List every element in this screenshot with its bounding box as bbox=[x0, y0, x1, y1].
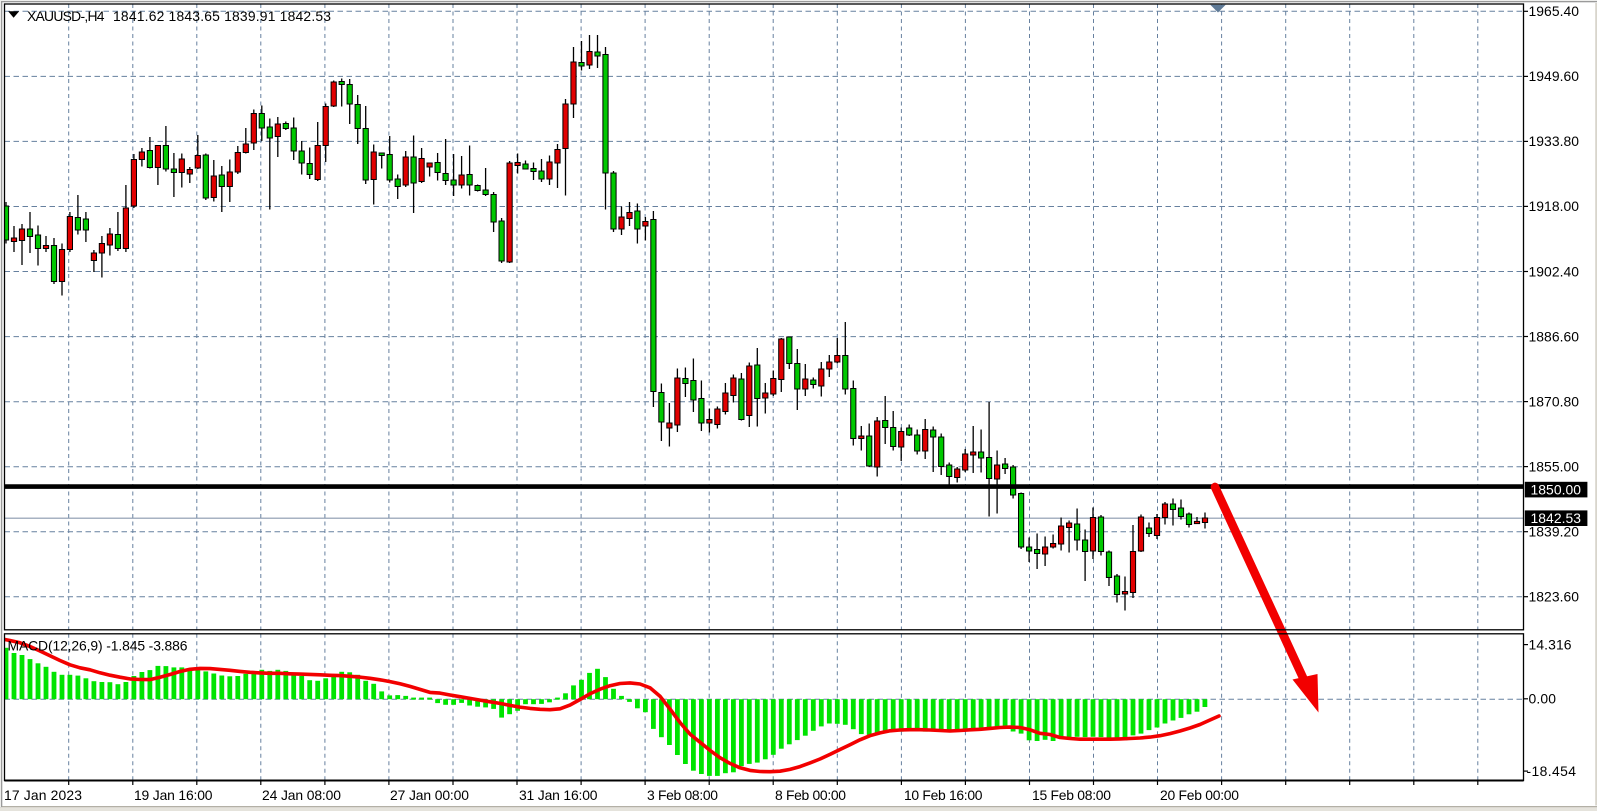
svg-text:1841.62 1843.65 1839.91 1842.5: 1841.62 1843.65 1839.91 1842.53 bbox=[113, 8, 331, 24]
svg-text:31 Jan 16:00: 31 Jan 16:00 bbox=[519, 787, 598, 803]
svg-text:1855.00: 1855.00 bbox=[1529, 458, 1580, 474]
svg-text:1839.20: 1839.20 bbox=[1529, 524, 1580, 540]
svg-text:1965.40: 1965.40 bbox=[1529, 3, 1580, 19]
svg-text:8 Feb 00:00: 8 Feb 00:00 bbox=[775, 787, 846, 803]
svg-text:24 Jan 08:00: 24 Jan 08:00 bbox=[262, 787, 341, 803]
svg-text:1842.53: 1842.53 bbox=[1531, 510, 1582, 526]
svg-text:-18.454: -18.454 bbox=[1527, 763, 1577, 779]
svg-text:1902.40: 1902.40 bbox=[1529, 263, 1580, 279]
svg-text:15 Feb 08:00: 15 Feb 08:00 bbox=[1032, 787, 1111, 803]
svg-text:MACD(12,26,9) -1.845 -3.886: MACD(12,26,9) -1.845 -3.886 bbox=[8, 638, 188, 654]
svg-text:1933.80: 1933.80 bbox=[1529, 133, 1580, 149]
svg-text:1870.80: 1870.80 bbox=[1529, 393, 1580, 409]
svg-text:1886.60: 1886.60 bbox=[1529, 328, 1580, 344]
svg-text:1918.00: 1918.00 bbox=[1529, 198, 1580, 214]
svg-text:19 Jan 16:00: 19 Jan 16:00 bbox=[134, 787, 213, 803]
svg-text:20 Feb 00:00: 20 Feb 00:00 bbox=[1160, 787, 1239, 803]
svg-text:0.00: 0.00 bbox=[1529, 691, 1557, 707]
svg-text:17 Jan 2023: 17 Jan 2023 bbox=[4, 787, 82, 803]
svg-text:10 Feb 16:00: 10 Feb 16:00 bbox=[904, 787, 983, 803]
svg-text:3 Feb 08:00: 3 Feb 08:00 bbox=[647, 787, 718, 803]
svg-text:XAUUSD-,H4: XAUUSD-,H4 bbox=[27, 8, 105, 24]
svg-text:27 Jan 00:00: 27 Jan 00:00 bbox=[390, 787, 469, 803]
svg-text:1850.00: 1850.00 bbox=[1531, 481, 1582, 497]
svg-text:14.316: 14.316 bbox=[1529, 636, 1572, 652]
svg-text:1949.60: 1949.60 bbox=[1529, 68, 1580, 84]
svg-text:1823.60: 1823.60 bbox=[1529, 589, 1580, 605]
